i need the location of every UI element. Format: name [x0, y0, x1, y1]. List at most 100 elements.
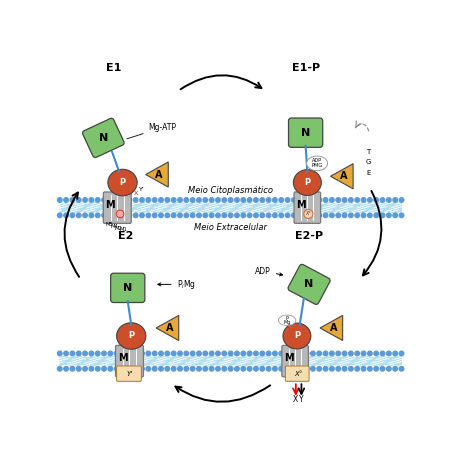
Circle shape	[304, 213, 309, 218]
Circle shape	[171, 367, 176, 371]
Circle shape	[342, 351, 347, 356]
Circle shape	[197, 213, 201, 218]
Text: PMG: PMG	[311, 163, 323, 168]
Circle shape	[235, 198, 239, 202]
Circle shape	[304, 367, 309, 371]
Circle shape	[273, 367, 277, 371]
Circle shape	[304, 351, 309, 356]
Text: E2-P: E2-P	[295, 231, 323, 241]
Text: ADP: ADP	[312, 158, 322, 163]
Circle shape	[83, 213, 87, 218]
Circle shape	[203, 213, 207, 218]
Circle shape	[178, 351, 182, 356]
Circle shape	[64, 198, 68, 202]
Circle shape	[228, 351, 233, 356]
Circle shape	[171, 198, 176, 202]
Circle shape	[197, 198, 201, 202]
Text: Y': Y'	[139, 187, 144, 192]
Circle shape	[317, 351, 321, 356]
Circle shape	[228, 213, 233, 218]
Circle shape	[285, 198, 290, 202]
Circle shape	[140, 198, 144, 202]
Text: P: P	[119, 178, 126, 187]
Circle shape	[317, 213, 321, 218]
Circle shape	[349, 198, 353, 202]
Circle shape	[153, 198, 157, 202]
Circle shape	[279, 198, 284, 202]
Circle shape	[248, 367, 252, 371]
Text: P$_i$Mg: P$_i$Mg	[158, 278, 196, 291]
Circle shape	[70, 198, 75, 202]
Circle shape	[127, 198, 132, 202]
Circle shape	[260, 351, 265, 356]
Circle shape	[116, 210, 124, 218]
Text: E1: E1	[106, 63, 122, 73]
Circle shape	[190, 367, 195, 371]
Circle shape	[95, 367, 100, 371]
Circle shape	[108, 213, 112, 218]
Circle shape	[222, 213, 226, 218]
Circle shape	[254, 198, 258, 202]
Circle shape	[254, 351, 258, 356]
Circle shape	[127, 351, 132, 356]
Circle shape	[368, 367, 372, 371]
Circle shape	[178, 213, 182, 218]
Circle shape	[368, 213, 372, 218]
Circle shape	[342, 198, 347, 202]
Circle shape	[374, 351, 378, 356]
Circle shape	[178, 367, 182, 371]
Circle shape	[70, 351, 75, 356]
Text: M4: M4	[111, 224, 119, 229]
Text: M1: M1	[120, 227, 127, 232]
Circle shape	[216, 213, 220, 218]
Circle shape	[298, 198, 302, 202]
Circle shape	[159, 367, 163, 371]
Circle shape	[241, 367, 246, 371]
Circle shape	[133, 367, 138, 371]
Ellipse shape	[306, 156, 328, 171]
FancyBboxPatch shape	[294, 192, 320, 223]
Circle shape	[140, 367, 144, 371]
Circle shape	[146, 213, 151, 218]
Text: G: G	[366, 159, 371, 165]
Circle shape	[336, 367, 341, 371]
Circle shape	[329, 198, 334, 202]
Text: Meio Extracelular: Meio Extracelular	[194, 223, 267, 232]
Circle shape	[184, 213, 189, 218]
FancyBboxPatch shape	[288, 118, 323, 147]
Circle shape	[140, 213, 144, 218]
Text: Y: Y	[299, 395, 304, 404]
Circle shape	[121, 213, 125, 218]
Circle shape	[209, 213, 214, 218]
Circle shape	[209, 198, 214, 202]
Circle shape	[76, 213, 81, 218]
Circle shape	[317, 367, 321, 371]
Circle shape	[368, 351, 372, 356]
Circle shape	[222, 367, 226, 371]
Circle shape	[58, 213, 62, 218]
Circle shape	[133, 198, 138, 202]
Circle shape	[298, 213, 302, 218]
Circle shape	[216, 198, 220, 202]
Text: M: M	[117, 353, 127, 363]
Circle shape	[361, 213, 366, 218]
Circle shape	[102, 351, 106, 356]
Circle shape	[153, 213, 157, 218]
Circle shape	[89, 367, 94, 371]
Circle shape	[171, 351, 176, 356]
Circle shape	[222, 198, 226, 202]
Circle shape	[304, 209, 313, 219]
Circle shape	[102, 367, 106, 371]
FancyBboxPatch shape	[104, 192, 131, 223]
Circle shape	[374, 198, 378, 202]
Circle shape	[140, 351, 144, 356]
Circle shape	[102, 198, 106, 202]
Circle shape	[273, 213, 277, 218]
Circle shape	[355, 213, 360, 218]
Text: Mg: Mg	[284, 320, 291, 325]
Circle shape	[216, 351, 220, 356]
Circle shape	[266, 367, 271, 371]
Circle shape	[241, 213, 246, 218]
Text: A: A	[330, 323, 337, 333]
Circle shape	[95, 213, 100, 218]
